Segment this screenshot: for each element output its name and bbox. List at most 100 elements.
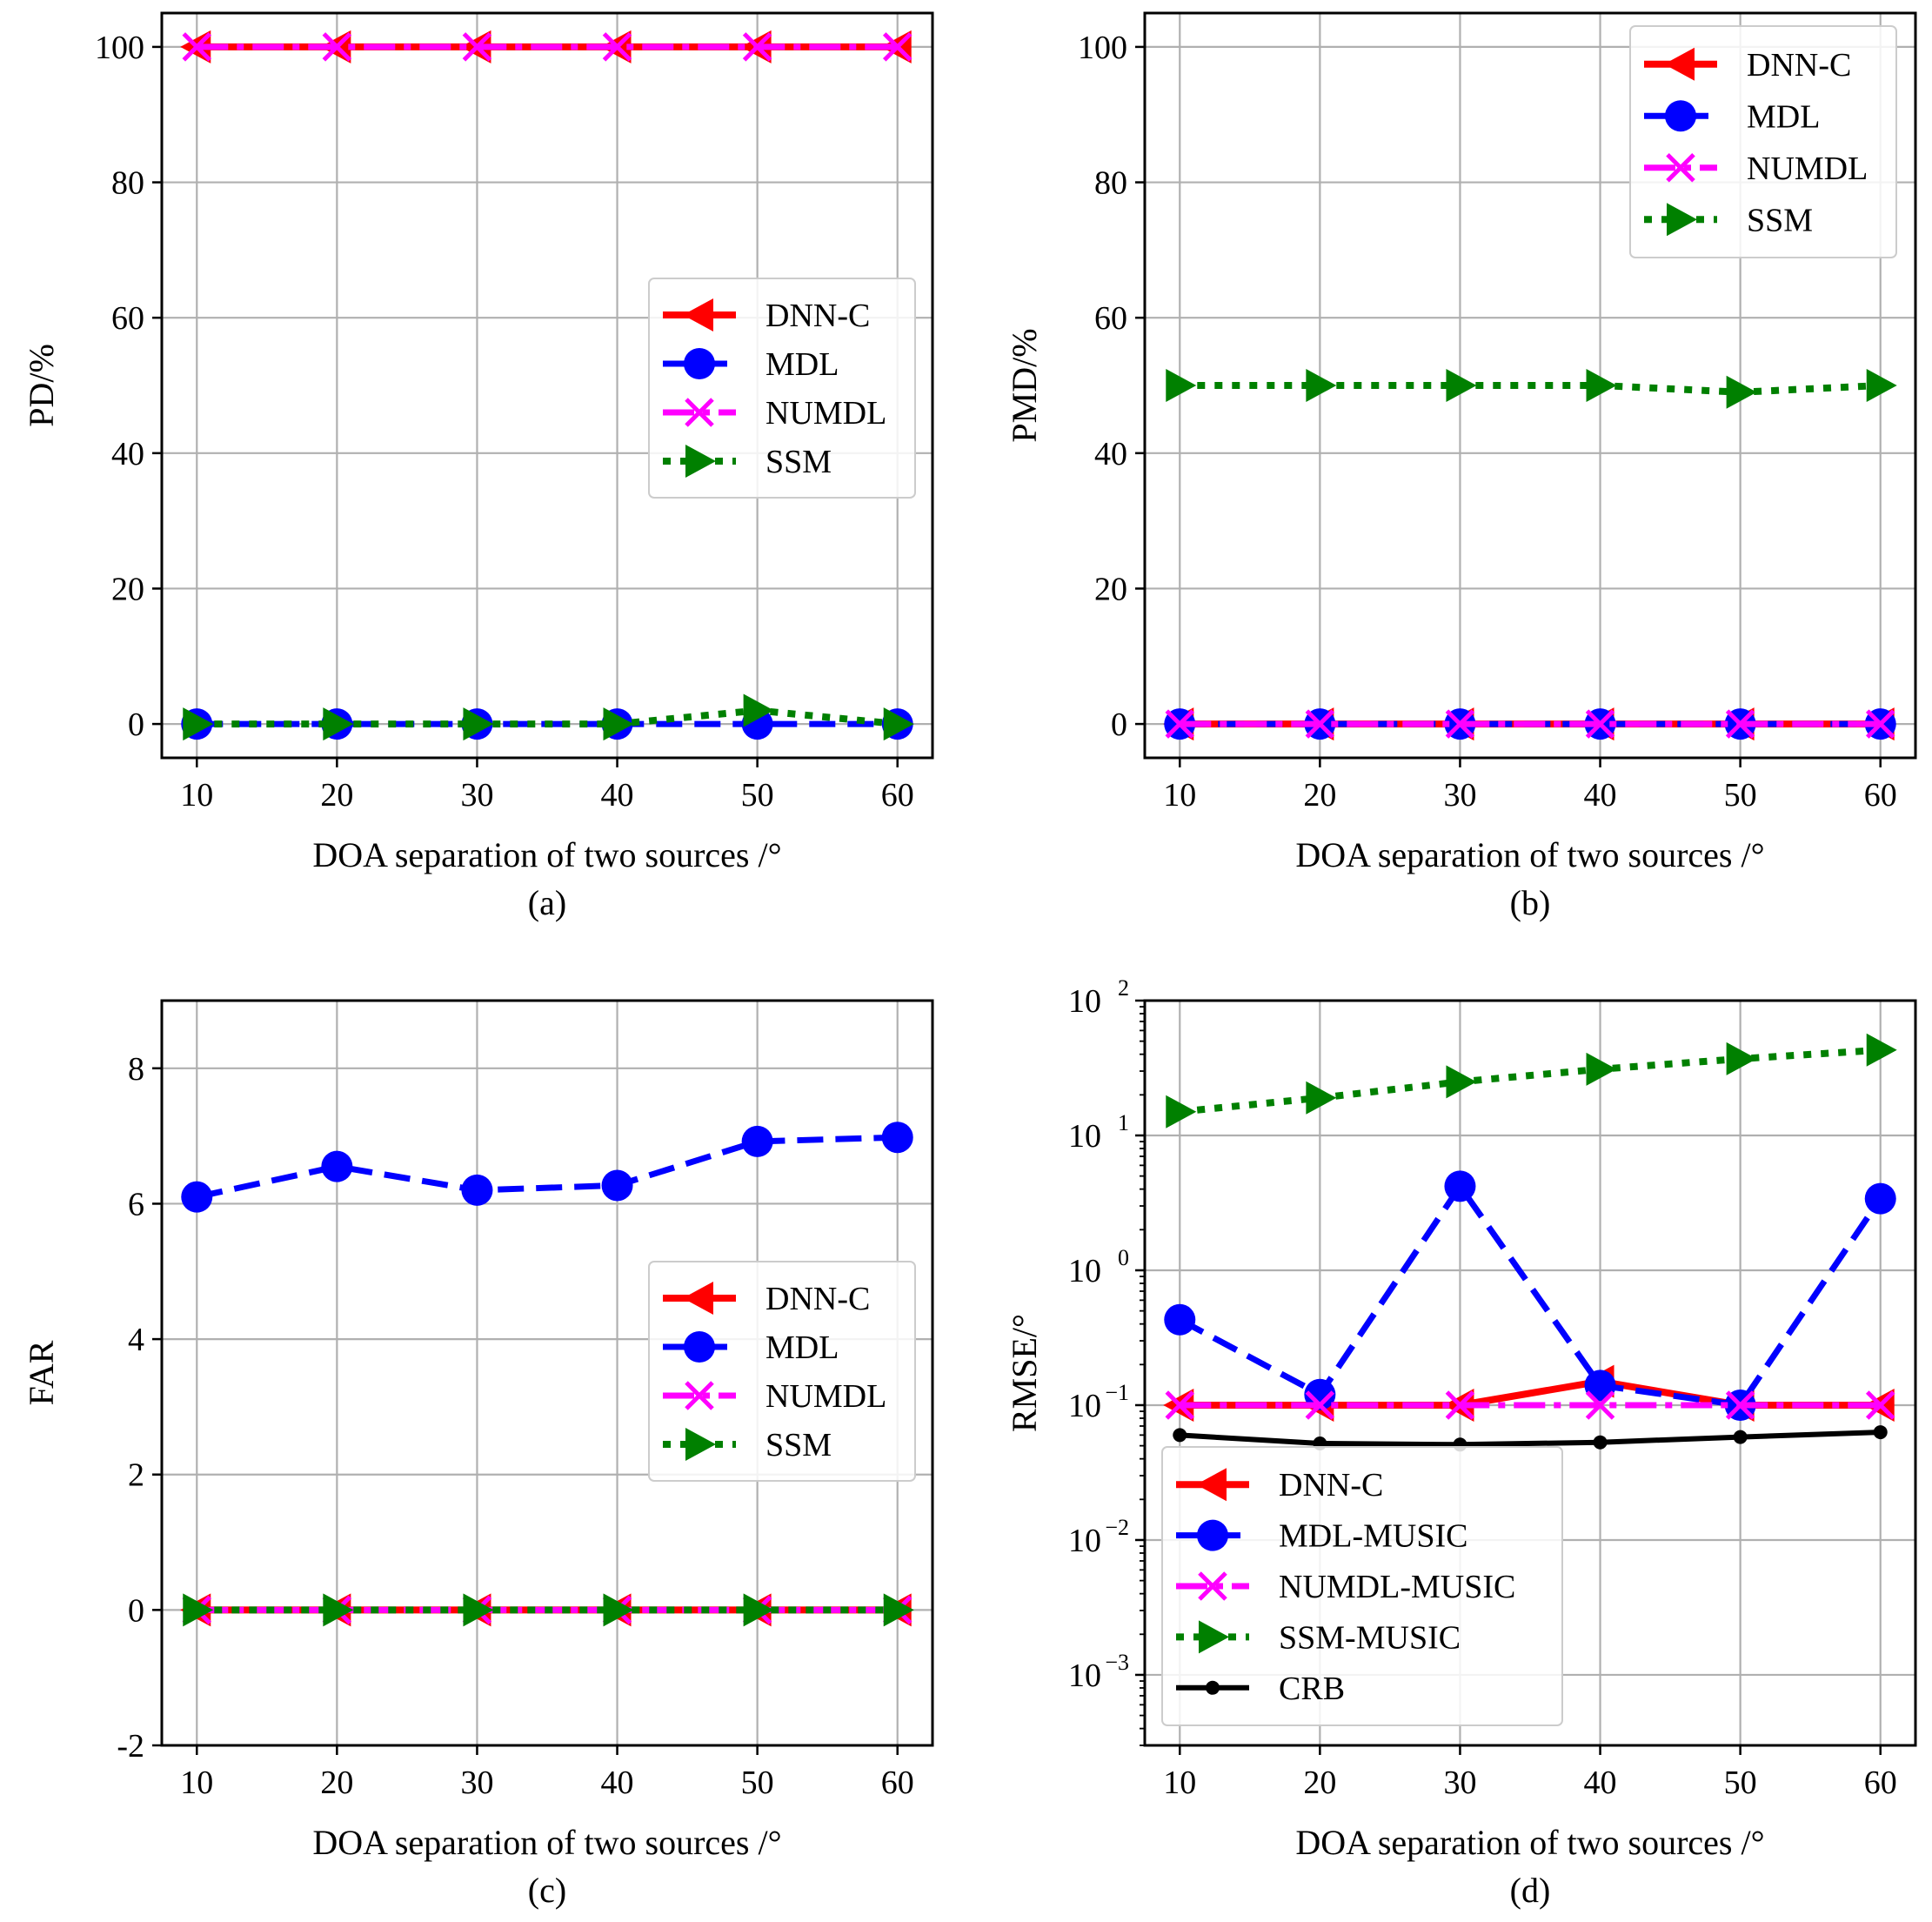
x-tick-label: 30 [1443, 777, 1476, 814]
legend-marker-numdl [685, 398, 714, 427]
y-tick-label: 10 [1068, 1118, 1101, 1155]
data-point-mdl-music [1164, 1303, 1196, 1336]
legend-label-dnn-c: DNN-C [765, 298, 870, 334]
legend-label-dnn-c: DNN-C [1747, 47, 1851, 84]
data-point-numdl [1585, 709, 1615, 739]
legend-label-ssm-music: SSM-MUSIC [1279, 1619, 1461, 1656]
x-tick-label: 30 [1443, 1765, 1476, 1801]
legend-marker-ssm [1667, 203, 1697, 237]
series-line-ssm [197, 707, 899, 728]
panel-caption: (d) [1510, 1871, 1551, 1910]
legend: DNN-C MDL NUMDL SSM [1629, 25, 1897, 258]
legend-label-mdl: MDL [765, 1329, 839, 1366]
data-point-ssm-music [1586, 1052, 1617, 1086]
x-tick-label: 40 [1584, 1765, 1617, 1801]
legend-marker-ssm-music [1199, 1620, 1229, 1654]
y-tick-exponent: −2 [1105, 1515, 1129, 1540]
data-point-mdl [601, 1169, 633, 1202]
data-point-numdl [1305, 709, 1335, 739]
data-point-ssm [883, 1593, 914, 1627]
legend-label-ssm: SSM [765, 1427, 832, 1463]
x-tick-label: 60 [881, 777, 914, 814]
legend: DNN-C MDL NUMDL SSM [648, 278, 916, 499]
series-layer [180, 1122, 914, 1627]
data-point-numdl [182, 32, 212, 62]
data-point-crb [1593, 1435, 1608, 1450]
legend: DNN-C MDL NUMDL SSM [648, 1261, 916, 1482]
x-tick-label: 40 [601, 1765, 634, 1801]
legend-marker-numdl [1666, 152, 1695, 183]
data-point-ssm [883, 707, 914, 741]
series-line-ssm [1180, 382, 1881, 396]
x-axis-label: DOA separation of two sources /° [1295, 835, 1764, 874]
series-layer [180, 30, 914, 741]
x-tick-label: 10 [1163, 1765, 1196, 1801]
series-line-dnn-c [1180, 1377, 1881, 1409]
legend-label-ssm: SSM [765, 444, 832, 480]
legend-label-numdl: NUMDL [765, 1378, 886, 1415]
panel-caption: (a) [528, 883, 566, 922]
y-tick-label: 10 [1068, 983, 1101, 1020]
data-point-mdl [881, 1122, 913, 1154]
data-point-ssm [743, 693, 774, 727]
y-axis-label: PD/% [22, 344, 61, 427]
y-tick-label: 20 [111, 571, 144, 607]
legend-marker-numdl-music [1198, 1571, 1227, 1601]
y-tick-label: 10 [1068, 1253, 1101, 1289]
x-tick-label: 20 [320, 1765, 353, 1801]
x-tick-label: 10 [180, 1765, 213, 1801]
axes-frame [160, 999, 934, 1747]
legend-marker-dnn-c [1196, 1468, 1227, 1502]
y-tick-label: 20 [1094, 571, 1127, 607]
chart-panel-b: 10 20 30 40 50 60 0 20 40 60 80 100 DOA separation o… [1005, 11, 1917, 922]
legend-marker-dnn-c [683, 1282, 713, 1315]
data-point-numdl-music [1445, 1390, 1475, 1420]
x-tick-label: 50 [1724, 1765, 1757, 1801]
data-point-numdl [882, 32, 913, 62]
y-tick-label: 10 [1068, 1657, 1101, 1694]
data-point-mdl-music [1584, 1370, 1616, 1402]
x-tick-label: 30 [460, 777, 493, 814]
data-point-ssm [1166, 369, 1197, 402]
data-point-numdl [1165, 709, 1195, 739]
x-tick-label: 50 [741, 777, 774, 814]
legend-label-dnn-c: DNN-C [765, 1281, 870, 1317]
series-line-crb [1180, 1430, 1881, 1448]
data-point-ssm [603, 707, 634, 741]
panel-caption: (b) [1510, 883, 1551, 922]
y-axis-label: FAR [22, 1340, 61, 1405]
series-layer [1163, 1033, 1897, 1452]
legend-label-crb: CRB [1279, 1671, 1345, 1707]
y-tick-exponent: 1 [1118, 1110, 1129, 1135]
y-tick-label: 100 [1078, 30, 1127, 66]
legend-marker-ssm [685, 1428, 716, 1461]
legend-label-mdl: MDL [1747, 98, 1820, 135]
data-point-mdl-music [1864, 1182, 1896, 1215]
data-point-ssm-music [1306, 1081, 1337, 1115]
legend-label-ssm: SSM [1747, 202, 1813, 238]
y-tick-exponent: −3 [1105, 1650, 1129, 1675]
x-tick-label: 20 [1303, 777, 1336, 814]
data-point-numdl [1865, 709, 1895, 739]
x-tick-label: 60 [1864, 777, 1897, 814]
legend-marker-dnn-c [683, 298, 713, 331]
legend-marker-mdl [684, 348, 715, 379]
x-tick-label: 40 [1584, 777, 1617, 814]
x-tick-label: 50 [741, 1765, 774, 1801]
data-point-numdl [602, 32, 632, 62]
x-tick-label: 50 [1724, 777, 1757, 814]
series-line-mdl [196, 1134, 898, 1201]
x-tick-label: 40 [601, 777, 634, 814]
x-tick-label: 20 [320, 777, 353, 814]
data-point-ssm [463, 1593, 494, 1627]
axes-frame [160, 11, 934, 760]
y-tick-label: 10 [1068, 1523, 1101, 1559]
data-point-mdl [741, 1125, 773, 1157]
data-point-numdl [1445, 709, 1475, 739]
y-tick-label: 0 [128, 707, 144, 743]
y-tick-label: -2 [117, 1728, 144, 1765]
legend-label-dnn-c: DNN-C [1279, 1467, 1383, 1503]
data-point-numdl-music [1305, 1390, 1335, 1420]
data-point-mdl-music [1444, 1170, 1476, 1202]
y-tick-label: 6 [128, 1186, 144, 1222]
